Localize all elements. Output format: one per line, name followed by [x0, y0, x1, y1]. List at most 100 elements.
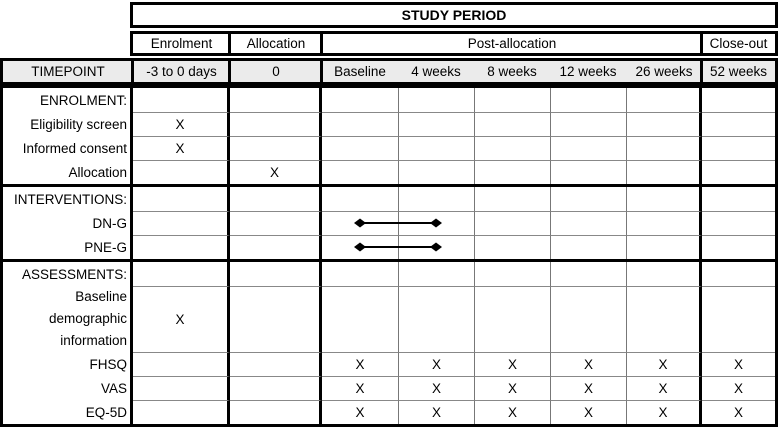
- x-mark-cell: X: [474, 400, 550, 424]
- x-mark-cell: X: [398, 376, 474, 400]
- schedule-section: ASSESSMENTS: Baseline demographic informa…: [3, 259, 775, 424]
- empty-cell: [398, 211, 474, 235]
- empty-cell: [702, 286, 775, 352]
- empty-cell: [474, 235, 550, 259]
- empty-cell: [133, 376, 230, 400]
- timepoint-12-weeks: 12 weeks: [559, 64, 617, 79]
- section-header-row: ASSESSMENTS:: [3, 262, 775, 286]
- empty-cell: [626, 211, 702, 235]
- empty-cell: [626, 136, 702, 160]
- empty-cell: [474, 88, 550, 112]
- schedule-section: ENROLMENT: Eligibility screen X Informed co…: [3, 88, 775, 184]
- schedule-row: EQ-5D X X X X X X: [3, 400, 775, 424]
- empty-cell: [322, 235, 398, 259]
- empty-cell: [550, 211, 626, 235]
- phase-allocation: Allocation: [246, 36, 306, 51]
- phase-close-out: Close-out: [709, 36, 768, 51]
- empty-cell: [626, 112, 702, 136]
- empty-cell: [322, 136, 398, 160]
- empty-cell: [702, 88, 775, 112]
- empty-cell: [398, 112, 474, 136]
- timepoint-4-weeks: 4 weeks: [411, 64, 461, 79]
- empty-cell: [702, 136, 775, 160]
- section-title: ASSESSMENTS:: [3, 262, 133, 286]
- empty-cell: [230, 376, 322, 400]
- x-mark-cell: X: [626, 400, 702, 424]
- x-mark-cell: X: [133, 112, 230, 136]
- empty-cell: [133, 400, 230, 424]
- timepoint-divider: [131, 61, 134, 82]
- x-mark-cell: X: [702, 352, 775, 376]
- schedule-row: DN-G: [3, 211, 775, 235]
- empty-cell: [626, 262, 702, 286]
- phase-enrolment: Enrolment: [150, 36, 213, 51]
- x-mark-cell: X: [702, 376, 775, 400]
- section-title: INTERVENTIONS:: [3, 187, 133, 211]
- phase-divider: [700, 33, 703, 54]
- empty-cell: [550, 112, 626, 136]
- timepoint-enrolment: -3 to 0 days: [146, 64, 217, 79]
- empty-cell: [230, 352, 322, 376]
- empty-cell: [133, 160, 230, 184]
- empty-cell: [322, 211, 398, 235]
- empty-cell: [322, 160, 398, 184]
- timepoint-label: TIMEPOINT: [31, 64, 105, 79]
- study-period-header: STUDY PERIOD: [130, 2, 778, 28]
- empty-cell: [398, 160, 474, 184]
- x-mark-cell: X: [322, 400, 398, 424]
- empty-cell: [398, 136, 474, 160]
- timepoint-divider: [228, 61, 231, 82]
- empty-cell: [626, 235, 702, 259]
- empty-cell: [702, 160, 775, 184]
- row-label: VAS: [3, 376, 133, 400]
- empty-cell: [702, 262, 775, 286]
- empty-cell: [626, 160, 702, 184]
- empty-cell: [230, 286, 322, 352]
- schedule-row: Informed consent X: [3, 136, 775, 160]
- timepoint-26-weeks: 26 weeks: [635, 64, 693, 79]
- schedule-row: FHSQ X X X X X X: [3, 352, 775, 376]
- x-mark-cell: X: [474, 352, 550, 376]
- timepoint-8-weeks: 8 weeks: [487, 64, 537, 79]
- timepoint-divider: [320, 61, 323, 82]
- x-mark-cell: X: [322, 376, 398, 400]
- empty-cell: [702, 235, 775, 259]
- empty-cell: [322, 286, 398, 352]
- empty-cell: [474, 187, 550, 211]
- empty-cell: [133, 211, 230, 235]
- empty-cell: [626, 88, 702, 112]
- empty-cell: [398, 187, 474, 211]
- timepoint-52-weeks: 52 weeks: [709, 64, 768, 79]
- empty-cell: [133, 352, 230, 376]
- empty-cell: [550, 262, 626, 286]
- empty-cell: [550, 235, 626, 259]
- timepoint-post-allocation-group: Baseline 4 weeks 8 weeks 12 weeks 26 wee…: [322, 61, 702, 82]
- schedule-row: Eligibility screen X: [3, 112, 775, 136]
- empty-cell: [398, 235, 474, 259]
- empty-cell: [474, 211, 550, 235]
- timepoint-divider: [700, 61, 703, 82]
- empty-cell: [474, 112, 550, 136]
- empty-cell: [550, 286, 626, 352]
- x-mark-cell: X: [550, 352, 626, 376]
- section-title: ENROLMENT:: [3, 88, 133, 112]
- section-header-row: ENROLMENT:: [3, 88, 775, 112]
- x-mark-cell: X: [550, 400, 626, 424]
- section-header-row: INTERVENTIONS:: [3, 187, 775, 211]
- empty-cell: [230, 262, 322, 286]
- row-label: FHSQ: [3, 352, 133, 376]
- empty-cell: [702, 211, 775, 235]
- empty-cell: [322, 262, 398, 286]
- x-mark-cell: X: [398, 400, 474, 424]
- phase-divider: [228, 33, 231, 54]
- x-mark-cell: X: [398, 352, 474, 376]
- empty-cell: [550, 160, 626, 184]
- empty-cell: [133, 187, 230, 211]
- empty-cell: [626, 286, 702, 352]
- timepoint-row: TIMEPOINT -3 to 0 days 0 Baseline 4 week…: [0, 58, 778, 85]
- empty-cell: [398, 88, 474, 112]
- empty-cell: [702, 187, 775, 211]
- row-label: PNE-G: [3, 235, 133, 259]
- schedule-row: VAS X X X X X X: [3, 376, 775, 400]
